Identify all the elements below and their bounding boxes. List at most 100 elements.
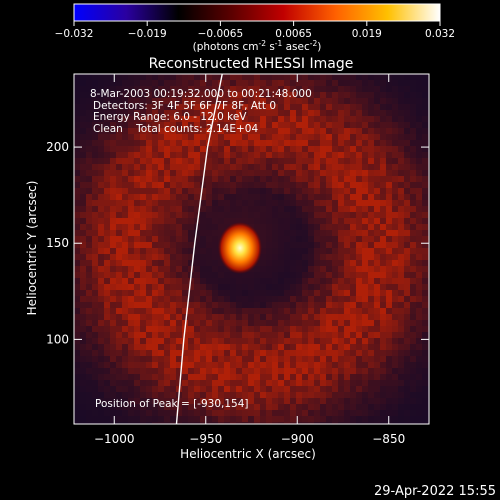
heatmap-pixel xyxy=(362,176,368,182)
heatmap-pixel xyxy=(422,182,428,188)
heatmap-pixel xyxy=(74,92,80,98)
heatmap-pixel xyxy=(134,230,140,236)
heatmap-pixel xyxy=(146,194,152,200)
heatmap-pixel xyxy=(266,380,272,386)
heatmap-pixel xyxy=(98,338,104,344)
heatmap-pixel xyxy=(326,266,332,272)
heatmap-pixel xyxy=(410,278,416,284)
heatmap-pixel xyxy=(374,368,380,374)
heatmap-pixel xyxy=(212,284,218,290)
heatmap-pixel xyxy=(386,392,392,398)
heatmap-pixel xyxy=(356,158,362,164)
heatmap-pixel xyxy=(338,374,344,380)
heatmap-pixel xyxy=(278,278,284,284)
heatmap-pixel xyxy=(182,248,188,254)
heatmap-pixel xyxy=(410,218,416,224)
heatmap-pixel xyxy=(224,392,230,398)
heatmap-pixel xyxy=(260,200,266,206)
heatmap-pixel xyxy=(236,302,242,308)
heatmap-pixel xyxy=(80,158,86,164)
heatmap-pixel xyxy=(140,368,146,374)
heatmap-pixel xyxy=(224,410,230,416)
heatmap-pixel xyxy=(380,80,386,86)
heatmap-pixel xyxy=(320,224,326,230)
heatmap-pixel xyxy=(194,296,200,302)
heatmap-pixel xyxy=(386,92,392,98)
heatmap-pixel xyxy=(200,110,206,116)
heatmap-pixel xyxy=(422,98,428,104)
heatmap-pixel xyxy=(278,362,284,368)
heatmap-pixel xyxy=(86,332,92,338)
heatmap-pixel xyxy=(182,110,188,116)
heatmap-pixel xyxy=(302,272,308,278)
heatmap-pixel xyxy=(260,284,266,290)
heatmap-pixel xyxy=(98,116,104,122)
heatmap-pixel xyxy=(194,176,200,182)
heatmap-pixel xyxy=(296,122,302,128)
heatmap-pixel xyxy=(320,260,326,266)
heatmap-pixel xyxy=(224,212,230,218)
heatmap-pixel xyxy=(170,344,176,350)
heatmap-pixel xyxy=(404,110,410,116)
heatmap-pixel xyxy=(206,368,212,374)
heatmap-pixel xyxy=(98,86,104,92)
heatmap-pixel xyxy=(98,380,104,386)
heatmap-pixel xyxy=(308,266,314,272)
heatmap-pixel xyxy=(218,140,224,146)
heatmap-pixel xyxy=(404,338,410,344)
heatmap-pixel xyxy=(236,194,242,200)
heatmap-pixel xyxy=(284,188,290,194)
heatmap-pixel xyxy=(212,146,218,152)
heatmap-pixel xyxy=(416,290,422,296)
heatmap-pixel xyxy=(104,320,110,326)
heatmap-pixel xyxy=(284,326,290,332)
heatmap-pixel xyxy=(290,314,296,320)
heatmap-pixel xyxy=(416,254,422,260)
heatmap-pixel xyxy=(332,98,338,104)
heatmap-pixel xyxy=(242,392,248,398)
heatmap-pixel xyxy=(314,116,320,122)
heatmap-pixel xyxy=(266,278,272,284)
heatmap-pixel xyxy=(164,266,170,272)
heatmap-pixel xyxy=(146,392,152,398)
heatmap-pixel xyxy=(320,104,326,110)
heatmap-pixel xyxy=(422,296,428,302)
heatmap-pixel xyxy=(296,92,302,98)
heatmap-pixel xyxy=(80,140,86,146)
heatmap-pixel xyxy=(200,380,206,386)
heatmap-pixel xyxy=(416,416,422,422)
heatmap-pixel xyxy=(146,350,152,356)
heatmap-pixel xyxy=(164,152,170,158)
heatmap-pixel xyxy=(380,278,386,284)
heatmap-pixel xyxy=(92,368,98,374)
heatmap-pixel xyxy=(410,266,416,272)
heatmap-pixel xyxy=(338,92,344,98)
heatmap-pixel xyxy=(416,194,422,200)
heatmap-pixel xyxy=(86,416,92,422)
heatmap-pixel xyxy=(386,158,392,164)
heatmap-pixel xyxy=(320,122,326,128)
heatmap-pixel xyxy=(332,200,338,206)
heatmap-pixel xyxy=(104,236,110,242)
heatmap-pixel xyxy=(392,356,398,362)
heatmap-pixel xyxy=(224,374,230,380)
heatmap-pixel xyxy=(140,308,146,314)
heatmap-pixel xyxy=(374,140,380,146)
heatmap-pixel xyxy=(74,308,80,314)
heatmap-pixel xyxy=(86,314,92,320)
heatmap-pixel xyxy=(116,212,122,218)
heatmap-pixel xyxy=(224,140,230,146)
heatmap-pixel xyxy=(122,122,128,128)
heatmap-pixel xyxy=(422,272,428,278)
heatmap-pixel xyxy=(158,368,164,374)
heatmap-pixel xyxy=(206,158,212,164)
heatmap-pixel xyxy=(374,104,380,110)
heatmap-pixel xyxy=(242,326,248,332)
heatmap-pixel xyxy=(320,254,326,260)
heatmap-pixel xyxy=(164,260,170,266)
heatmap-pixel xyxy=(338,356,344,362)
heatmap-pixel xyxy=(212,122,218,128)
heatmap-pixel xyxy=(272,176,278,182)
heatmap-pixel xyxy=(362,116,368,122)
heatmap-pixel xyxy=(332,296,338,302)
